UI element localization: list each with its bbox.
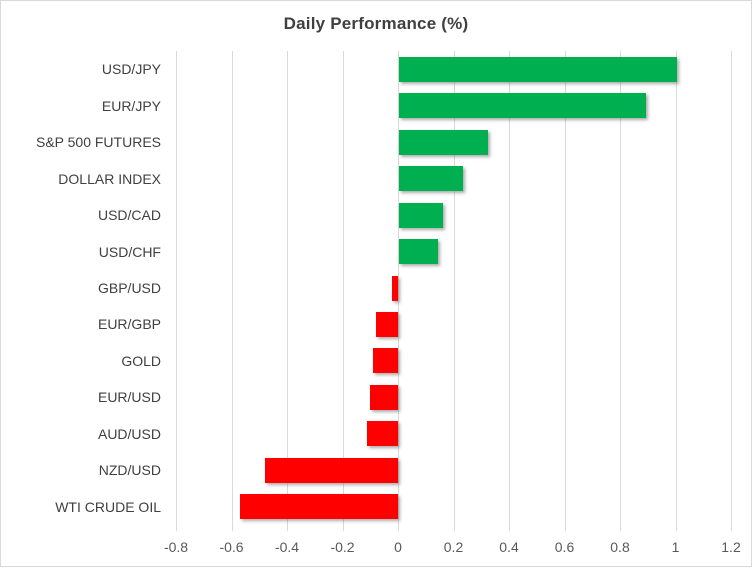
axis-tick-mark [287,525,288,531]
category-label-gbp-usd: GBP/USD [97,280,161,296]
gridline-1 [675,51,677,525]
gridline-0p4 [509,51,510,525]
bar-usd-jpy [399,56,677,82]
axis-tick-mark [675,525,677,531]
bar-nzd-usd [264,457,398,483]
axis-tick-mark [231,525,233,531]
category-label-gold: GOLD [121,352,161,369]
gridline--0p4 [287,51,288,525]
chart-title: Daily Performance (%) [283,14,469,33]
bar-gold [373,348,398,374]
category-label-eur-usd: EUR/USD [97,389,161,406]
plot-area [176,51,732,525]
gridline-0p2 [453,51,455,525]
x-tick-label--0p8: -0.8 [163,539,189,555]
gridline-0p6 [564,51,566,525]
category-label-nzd-usd: NZD/USD [98,462,161,479]
category-label-usd-chf: USD/CHF [98,243,161,260]
category-label-eur-gbp: EUR/GBP [97,316,161,333]
category-label-aud-usd: AUD/USD [97,425,161,442]
bar-dollar-index [399,166,463,192]
bar-eur-usd [370,384,398,410]
axis-tick-mark [620,525,621,531]
gridline-0p8 [620,51,621,525]
x-tick-label--0p4: -0.4 [274,539,300,555]
gridline--0p8 [176,51,177,525]
x-tick-label-0p2: 0.2 [443,539,464,555]
bar-usd-cad [399,202,444,228]
category-label-dollar-index: DOLLAR INDEX [58,170,161,187]
bar-aud-usd [367,421,398,447]
x-tick-label-1: 1 [671,539,680,555]
gridline-1p2 [731,51,732,525]
axis-tick-mark [509,525,510,531]
bar-gbp-usd [392,275,398,301]
bar-wti-crude-oil [239,494,398,520]
gridline--0p2 [342,51,344,525]
x-tick-label-0p8: 0.8 [610,539,630,555]
category-label-eur-jpy: EUR/JPY [101,97,161,114]
gridline-0 [398,51,399,525]
axis-tick-mark [731,525,732,531]
bar-usd-chf [399,239,438,265]
x-tick-label-1p2: 1.2 [721,539,741,555]
gridline--0p6 [231,51,233,525]
category-label-wti-crude-oil: WTI CRUDE OIL [55,498,161,515]
bar-eur-gbp [375,311,398,337]
bar-s-p-500-futures [399,129,488,155]
axis-tick-mark [564,525,566,531]
axis-tick-mark [398,525,399,531]
x-tick-label-0p4: 0.4 [499,539,519,555]
x-tick-label-0p6: 0.6 [554,539,575,555]
bar-eur-jpy [399,93,646,119]
category-label-s-p-500-futures: S&P 500 FUTURES [35,134,161,151]
x-tick-label-0: 0 [394,539,402,555]
category-label-usd-jpy: USD/JPY [101,61,161,78]
category-label-usd-cad: USD/CAD [97,207,161,224]
x-tick-label--0p2: -0.2 [330,539,355,555]
x-tick-label--0p6: -0.6 [219,539,244,555]
axis-tick-mark [342,525,344,531]
axis-tick-mark [176,525,177,531]
axis-tick-mark [453,525,455,531]
